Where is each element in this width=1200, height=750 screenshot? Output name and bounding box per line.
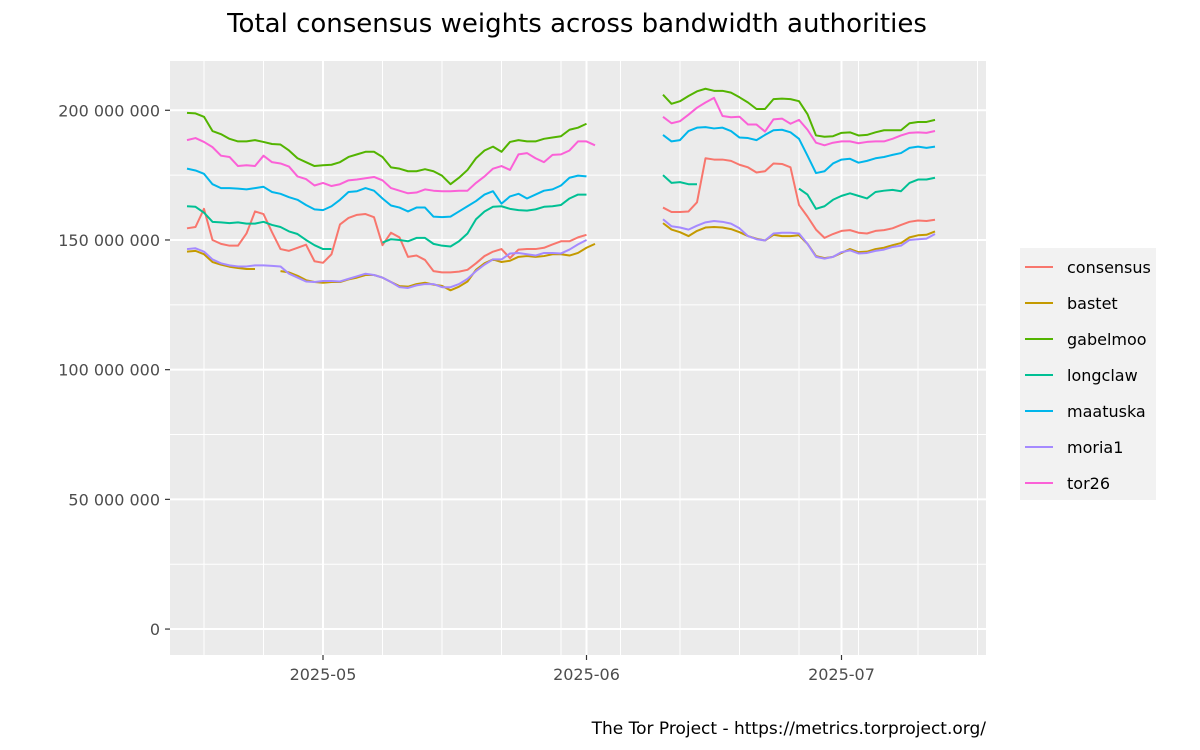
series-line-bastet: [662, 222, 936, 260]
legend-label: tor26: [1067, 474, 1110, 493]
plot-panel: [170, 61, 986, 655]
legend-label: moria1: [1067, 438, 1123, 457]
chart-title: Total consensus weights across bandwidth…: [226, 9, 927, 39]
series-line-moria1: [662, 218, 936, 260]
series-line-consensus: [662, 157, 936, 239]
x-tick-label: 2025-06: [553, 665, 620, 684]
series-line-longclaw: [798, 176, 936, 210]
series-line-longclaw: [186, 205, 332, 251]
series-line-maatuska: [186, 167, 587, 219]
series-line-gabelmoo: [662, 87, 936, 138]
y-tick-label: 200 000 000: [58, 101, 160, 120]
legend-label: maatuska: [1067, 402, 1146, 421]
y-tick-label: 50 000 000: [68, 490, 160, 509]
legend-label: bastet: [1067, 294, 1118, 313]
legend-item-maatuska: maatuska: [1021, 395, 1146, 427]
series-line-consensus: [186, 207, 587, 274]
series-line-bastet: [186, 249, 255, 271]
series-line-longclaw: [382, 193, 587, 248]
series-line-tor26: [662, 96, 936, 147]
series-line-gabelmoo: [186, 111, 587, 186]
y-tick-label: 100 000 000: [58, 361, 160, 380]
series-line-moria1: [186, 239, 587, 289]
y-tick-label: 150 000 000: [58, 231, 160, 250]
legend-label: longclaw: [1067, 366, 1138, 385]
x-tick-label: 2025-07: [808, 665, 875, 684]
y-tick-label: 0: [150, 620, 160, 639]
series-line-tor26: [186, 137, 596, 195]
grid-minor: [170, 61, 986, 655]
legend-label: gabelmoo: [1067, 330, 1147, 349]
x-axis: 2025-05 2025-06 2025-07: [290, 655, 875, 684]
legend-item-gabelmoo: gabelmoo: [1021, 323, 1147, 355]
series-line-longclaw: [662, 174, 697, 186]
y-axis: 0 50 000 000 100 000 000 150 000 000 200 000…: [58, 101, 170, 639]
legend-label: consensus: [1067, 258, 1151, 277]
legend-item-tor26: tor26: [1021, 467, 1110, 499]
chart-caption: The Tor Project - https://metrics.torpro…: [591, 719, 987, 739]
legend-item-moria1: moria1: [1021, 431, 1123, 463]
legend-item-bastet: bastet: [1021, 287, 1118, 319]
series-lines: [186, 87, 936, 292]
legend-item-consensus: consensus: [1021, 251, 1151, 283]
x-tick-label: 2025-05: [290, 665, 357, 684]
series-line-maatuska: [662, 126, 936, 175]
legend: consensus bastet gabelmoo longclaw maatuska m…: [1020, 248, 1156, 500]
legend-item-longclaw: longclaw: [1021, 359, 1138, 391]
